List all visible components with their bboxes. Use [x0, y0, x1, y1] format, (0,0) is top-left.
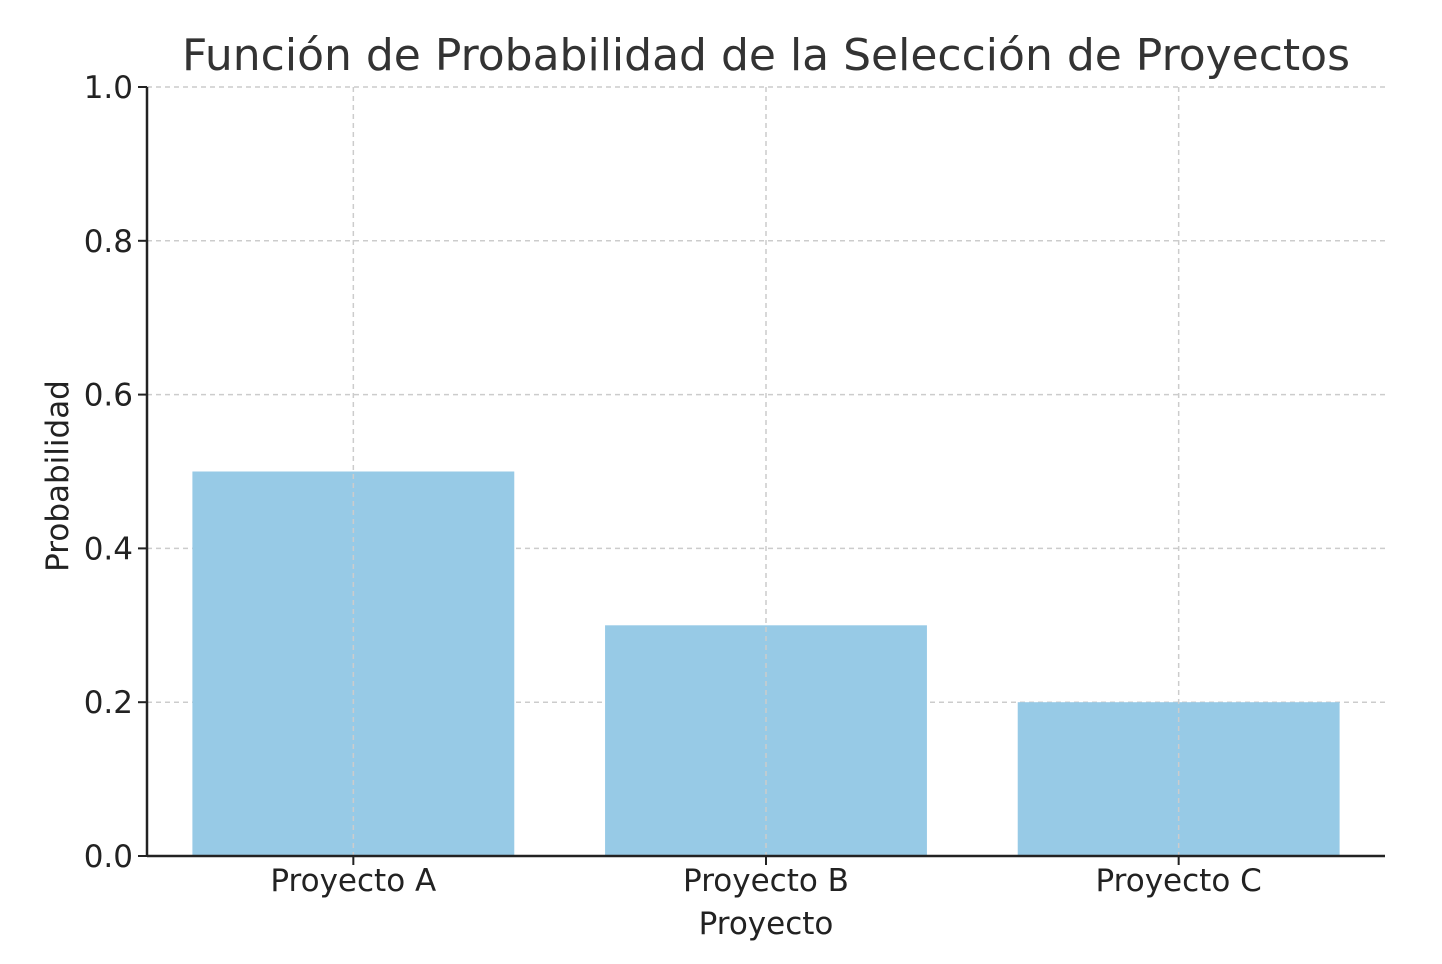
y-tick-label: 0.6 [84, 378, 133, 414]
x-tick-label: Proyecto B [683, 863, 849, 899]
y-tick-label: 1.0 [84, 70, 133, 106]
bar-layer [192, 471, 1340, 856]
x-axis-label: Proyecto [699, 906, 834, 942]
bar-proyecto-b [605, 625, 927, 856]
x-tick-label: Proyecto C [1096, 863, 1262, 899]
chart-title: Función de Probabilidad de la Selección … [182, 30, 1350, 81]
tick-layer: 0.0 0.2 0.4 0.6 0.8 1.0 Proyecto A Proyecto B Pr… [84, 70, 1262, 899]
y-axis-label: Probabilidad [40, 380, 76, 572]
y-tick-label: 0.2 [84, 685, 133, 721]
y-tick-label: 0.4 [84, 531, 133, 567]
x-tick-label: Proyecto A [270, 863, 436, 899]
y-tick-label: 0.0 [84, 839, 133, 875]
vertical-grid-layer [352, 87, 1180, 856]
bar-proyecto-c [1017, 702, 1340, 856]
y-tick-label: 0.8 [84, 224, 133, 260]
